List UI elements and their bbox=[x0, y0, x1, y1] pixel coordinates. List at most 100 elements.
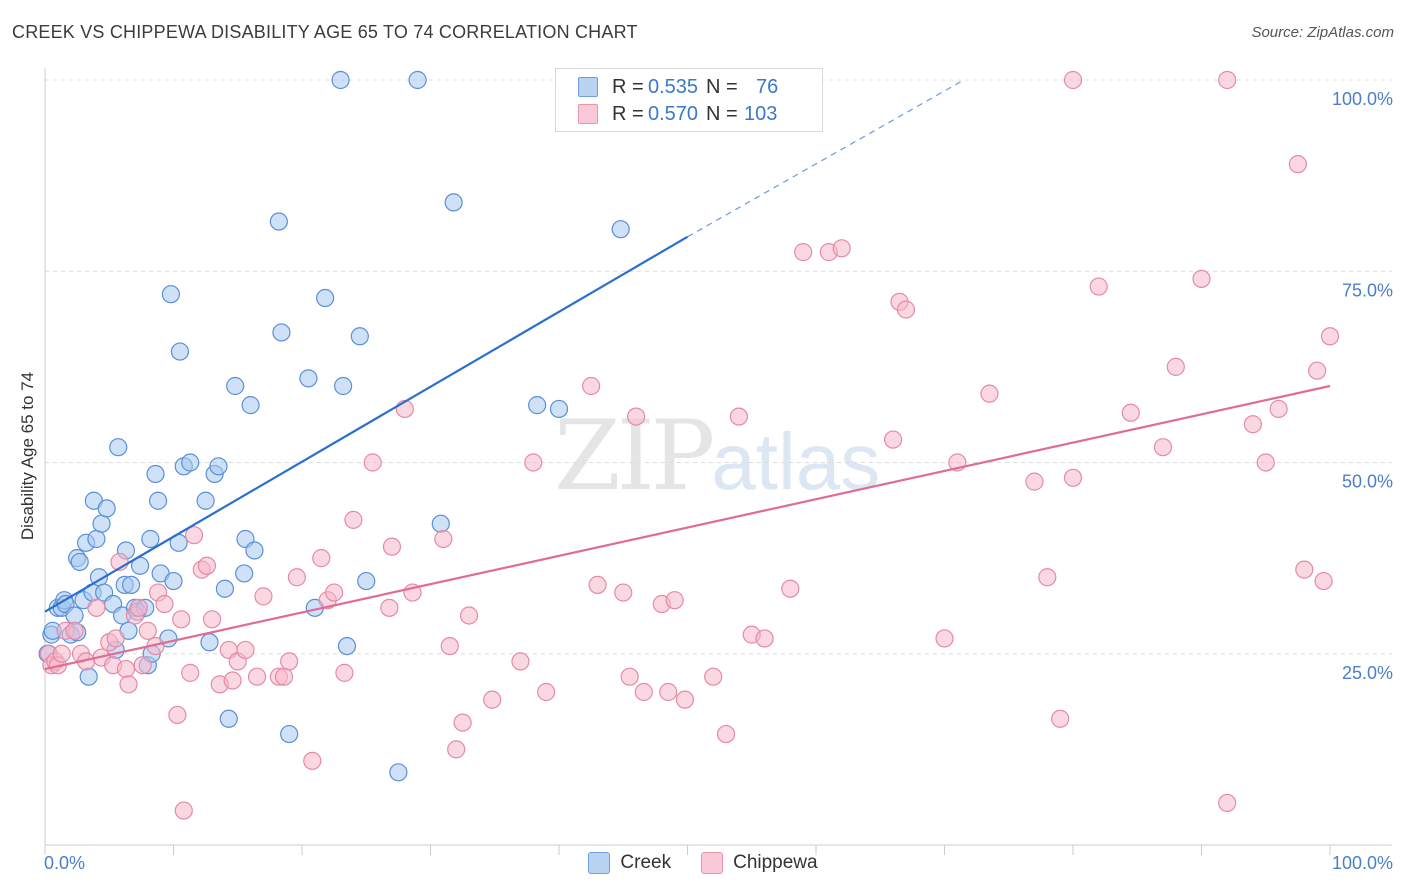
creek-point bbox=[269, 212, 288, 231]
legend-n-label: N = bbox=[706, 75, 738, 98]
chippewa-point bbox=[537, 682, 556, 702]
tick-layer: 25.0% 50.0% 75.0% 100.0% 0.0% 100.0% bbox=[44, 89, 1393, 873]
creek-point bbox=[181, 453, 200, 472]
chippewa-point bbox=[935, 629, 954, 648]
legend-item-creek: Creek bbox=[588, 852, 671, 874]
creek-legend-label: Creek bbox=[620, 852, 672, 873]
chippewa-point bbox=[1166, 357, 1185, 376]
chippewa-point bbox=[236, 640, 255, 660]
chippewa-point bbox=[626, 407, 646, 426]
chippewa-point bbox=[184, 526, 204, 545]
chippewa-point bbox=[729, 407, 749, 426]
creek-point bbox=[164, 571, 183, 591]
stats-legend: R = 0.535 N = 76 R = 0.570 N = 103 bbox=[555, 68, 823, 132]
chippewa-point bbox=[1320, 327, 1340, 346]
chippewa-point bbox=[582, 376, 601, 396]
y-tick-label: 100.0% bbox=[1332, 89, 1393, 109]
creek-point bbox=[611, 220, 630, 239]
creek-point bbox=[200, 633, 219, 652]
chippewa-point bbox=[87, 598, 106, 617]
chippewa-point bbox=[202, 610, 222, 629]
chippewa-point bbox=[280, 652, 299, 671]
chippewa-point bbox=[223, 671, 242, 690]
legend-r-value: 0.535 bbox=[648, 75, 699, 98]
legend-n-label: N = bbox=[706, 102, 738, 125]
chippewa-point bbox=[247, 667, 267, 686]
chippewa-point bbox=[1089, 277, 1108, 296]
chippewa-point bbox=[52, 644, 71, 663]
creek-point bbox=[109, 438, 128, 457]
creek-point bbox=[272, 323, 291, 342]
chippewa-point bbox=[634, 682, 653, 702]
chart-title: CREEK VS CHIPPEWA DISABILITY AGE 65 TO 7… bbox=[12, 22, 638, 42]
creek-point bbox=[148, 491, 168, 510]
chippewa-point bbox=[1051, 709, 1070, 728]
chippewa-point bbox=[1192, 269, 1211, 288]
creek-point bbox=[331, 70, 350, 90]
chippewa-point bbox=[287, 568, 306, 587]
x-tick-label: 100.0% bbox=[1332, 853, 1393, 873]
creek-point bbox=[209, 457, 228, 476]
axis-layer bbox=[44, 68, 1392, 855]
legend-row-chippewa: R = 0.570 N = 103 bbox=[578, 102, 777, 126]
chippewa-point bbox=[168, 705, 187, 725]
chippewa-point bbox=[380, 598, 399, 617]
creek-point bbox=[431, 514, 450, 533]
chippewa-point bbox=[1063, 70, 1083, 90]
chippewa-point bbox=[1025, 472, 1044, 491]
creek-trend-extension bbox=[687, 79, 965, 238]
creek-point bbox=[357, 571, 376, 591]
chippewa-point bbox=[325, 583, 344, 602]
chippewa-point bbox=[344, 510, 363, 529]
chippewa-point bbox=[312, 549, 331, 568]
creek-point bbox=[549, 399, 569, 419]
chippewa-legend-label: Chippewa bbox=[733, 852, 818, 873]
chippewa-trend-line bbox=[44, 384, 1331, 671]
chippewa-point bbox=[1295, 560, 1314, 579]
creek-point bbox=[299, 369, 318, 388]
x-tick-label: 0.0% bbox=[44, 853, 85, 873]
chippewa-point bbox=[1153, 438, 1173, 457]
creek-point bbox=[196, 491, 215, 510]
chippewa-point bbox=[382, 537, 402, 556]
chippewa-point bbox=[274, 667, 294, 686]
creek-point bbox=[121, 575, 141, 595]
creek-point bbox=[226, 376, 245, 396]
chippewa-point bbox=[1269, 399, 1288, 419]
chippewa-point bbox=[1256, 453, 1275, 472]
chippewa-point bbox=[335, 663, 354, 682]
legend-r-label: R = bbox=[612, 75, 644, 98]
chippewa-point bbox=[172, 610, 191, 629]
creek-point bbox=[350, 327, 369, 346]
chippewa-point bbox=[303, 751, 322, 770]
chippewa-point bbox=[1308, 361, 1327, 380]
chippewa-point bbox=[620, 667, 639, 686]
chippewa-point bbox=[254, 587, 273, 606]
chippewa-point bbox=[133, 656, 152, 675]
chippewa-point bbox=[453, 713, 472, 732]
chippewa-point bbox=[511, 652, 530, 671]
chippewa-point bbox=[181, 663, 200, 682]
legend-n-value: 103 bbox=[744, 102, 778, 125]
y-tick-label: 75.0% bbox=[1342, 280, 1393, 300]
creek-swatch bbox=[578, 77, 598, 97]
chippewa-point bbox=[1288, 155, 1307, 174]
creek-point bbox=[87, 529, 106, 549]
creek-point bbox=[528, 396, 547, 415]
series-legend: Creek Chippewa bbox=[0, 852, 1406, 874]
creek-point bbox=[389, 763, 408, 782]
creek-point bbox=[161, 285, 181, 304]
chippewa-swatch bbox=[578, 104, 598, 124]
y-tick-label: 25.0% bbox=[1342, 663, 1393, 683]
chippewa-point bbox=[794, 243, 813, 262]
chippewa-point bbox=[614, 583, 633, 602]
chippewa-point bbox=[781, 579, 800, 598]
creek-point bbox=[79, 667, 98, 686]
creek-point bbox=[141, 529, 160, 549]
creek-legend-swatch bbox=[588, 852, 611, 874]
chippewa-point bbox=[483, 690, 502, 709]
creek-point bbox=[219, 709, 238, 728]
chippewa-point bbox=[1218, 70, 1237, 90]
chippewa-point bbox=[665, 591, 684, 610]
